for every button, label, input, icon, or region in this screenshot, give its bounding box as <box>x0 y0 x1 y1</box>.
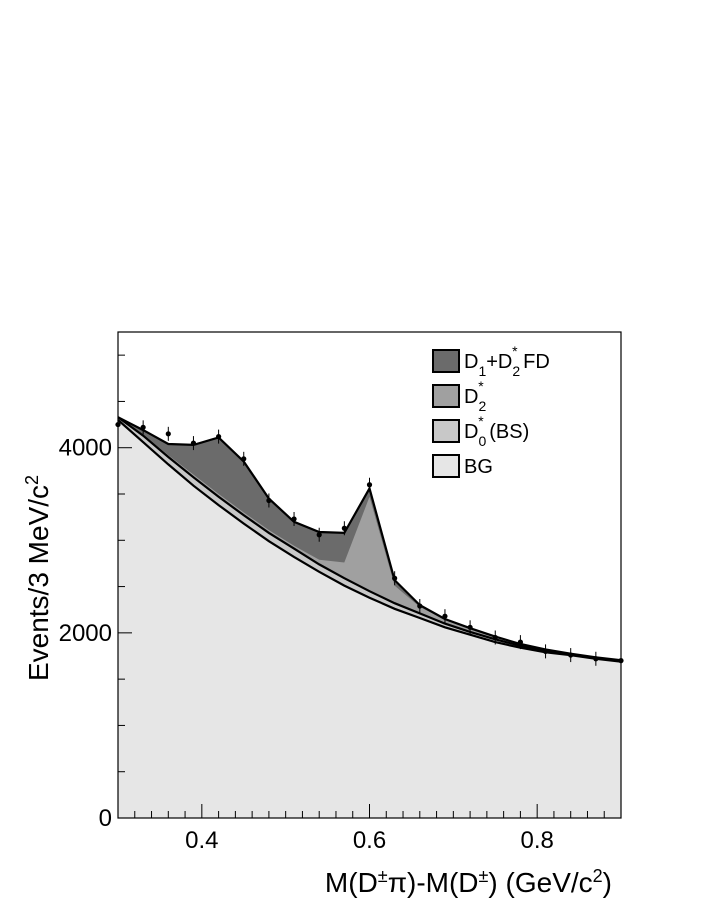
point-marker <box>190 440 197 446</box>
y-tick-label: 4000 <box>59 435 112 462</box>
data-point <box>568 648 574 663</box>
legend-swatch-bg <box>432 454 460 478</box>
data-point <box>442 609 448 624</box>
y-axis: 0 2000 4000 <box>59 354 132 832</box>
data-point <box>492 630 498 645</box>
point-marker <box>417 603 423 609</box>
point-marker <box>165 431 171 437</box>
point-marker <box>392 575 398 581</box>
data-point <box>140 420 146 435</box>
point-marker <box>266 497 272 504</box>
point-marker <box>291 516 297 522</box>
data-point <box>467 620 473 635</box>
legend-swatch-d2 <box>432 384 460 408</box>
legend-swatch-d0 <box>432 419 460 443</box>
data-point <box>593 651 599 666</box>
data-point <box>190 436 197 451</box>
point-marker <box>542 648 549 654</box>
data-point <box>266 493 272 508</box>
data-point <box>417 599 423 614</box>
stacked-areas <box>118 417 621 818</box>
data-point <box>316 527 322 542</box>
data-point <box>216 429 222 444</box>
point-marker <box>140 424 146 430</box>
point-marker <box>593 656 599 662</box>
legend-label-d2: D2* <box>464 378 486 414</box>
data-point <box>341 521 347 536</box>
point-marker <box>467 624 473 630</box>
data-point <box>542 644 549 659</box>
point-marker <box>517 639 524 645</box>
data-points <box>115 417 624 668</box>
y-axis-title: Events/3 MeV/c2 <box>22 475 54 681</box>
point-marker <box>216 434 222 440</box>
legend-label-fd: D1+D2* FD <box>464 343 550 379</box>
legend: D1+D2* FD D2* D0* (BS) BG <box>432 343 550 478</box>
x-tick-label: 0.8 <box>520 827 553 854</box>
legend-swatch-fd <box>432 349 460 373</box>
point-marker <box>241 456 247 462</box>
point-marker <box>316 532 322 538</box>
legend-label-bg: BG <box>464 456 493 478</box>
curve-d0-bs- <box>117 416 622 662</box>
data-point <box>165 426 171 441</box>
data-point <box>366 477 373 492</box>
x-axis-title: M(D±π)-M(D±) (GeV/c2) <box>325 866 612 898</box>
point-marker <box>492 634 498 641</box>
area-bg <box>118 419 621 818</box>
y-tick-label: 0 <box>99 805 112 832</box>
data-point <box>517 635 524 650</box>
data-point <box>291 511 297 526</box>
x-tick-label: 0.4 <box>185 827 218 854</box>
point-marker <box>341 525 347 531</box>
data-point <box>241 451 247 466</box>
point-marker <box>366 482 373 488</box>
x-axis: 0.4 0.6 0.8 <box>117 804 622 854</box>
point-marker <box>442 613 448 619</box>
legend-label-d0: D0* (BS) <box>464 413 529 449</box>
x-tick-label: 0.6 <box>353 827 386 854</box>
data-point <box>392 571 398 586</box>
point-marker <box>568 652 574 658</box>
y-tick-label: 2000 <box>59 620 112 647</box>
curve-bg <box>117 419 622 663</box>
